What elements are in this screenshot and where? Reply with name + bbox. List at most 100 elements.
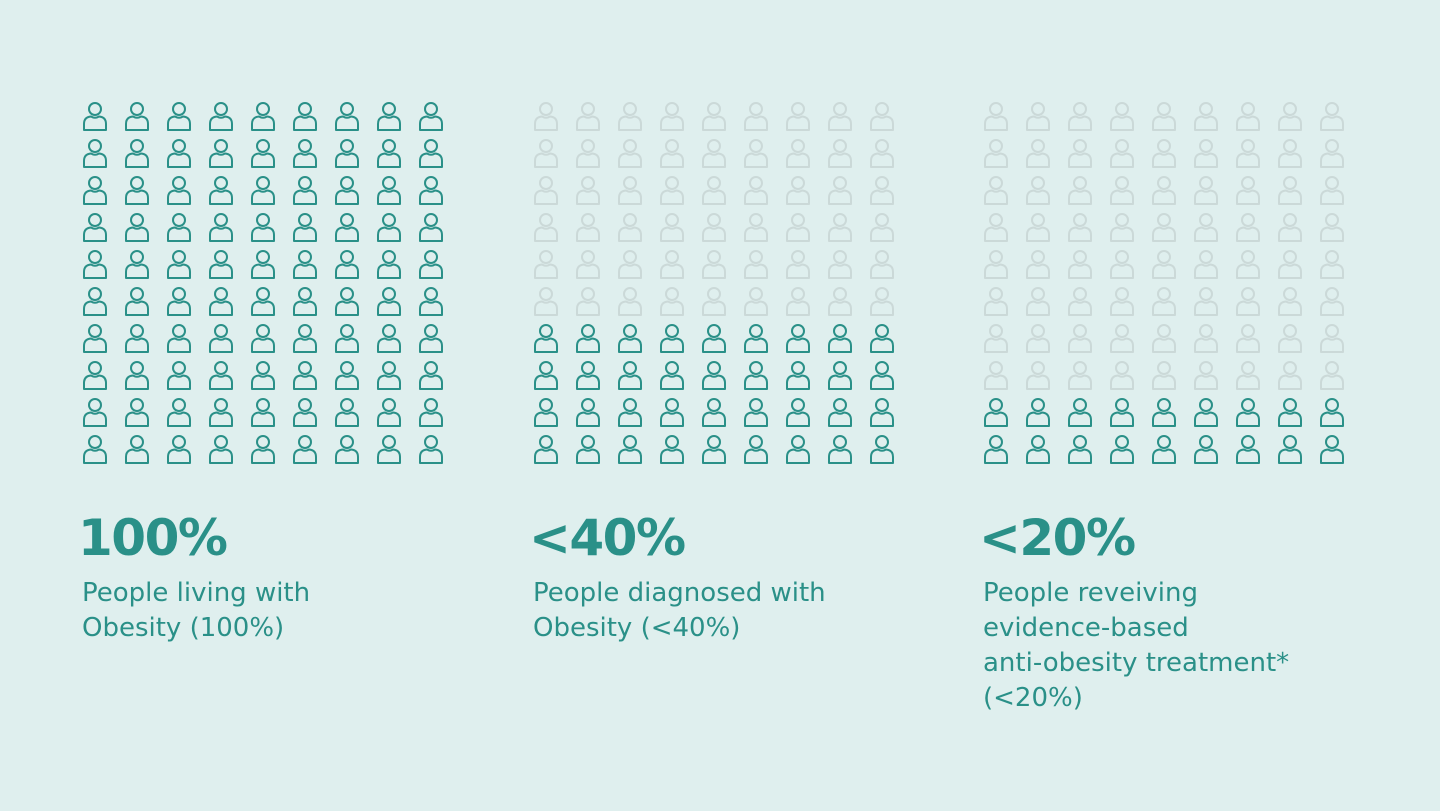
person-outline-icon [1194, 213, 1218, 242]
person-outline-icon [660, 324, 684, 353]
person-outline-icon [125, 102, 149, 131]
person-outline-icon [1026, 435, 1050, 464]
person-outline-icon [984, 250, 1008, 279]
person-outline-icon [786, 102, 810, 131]
person-outline-icon [293, 176, 317, 205]
person-outline-icon [1110, 139, 1134, 168]
person-outline-icon [828, 287, 852, 316]
person-outline-icon [1194, 324, 1218, 353]
person-outline-icon [828, 213, 852, 242]
person-outline-icon [702, 102, 726, 131]
person-outline-icon [1152, 324, 1176, 353]
person-outline-icon [419, 213, 443, 242]
person-outline-icon [1320, 139, 1344, 168]
person-outline-icon [83, 139, 107, 168]
person-outline-icon [1194, 435, 1218, 464]
person-outline-icon [209, 250, 233, 279]
percentage-label: <20% [979, 509, 1136, 567]
person-outline-icon [1026, 139, 1050, 168]
person-outline-icon [870, 324, 894, 353]
person-outline-icon [125, 398, 149, 427]
person-outline-icon [1152, 213, 1176, 242]
person-outline-icon [1236, 176, 1260, 205]
person-outline-icon [1068, 102, 1092, 131]
person-outline-icon [660, 139, 684, 168]
person-outline-icon [251, 213, 275, 242]
person-outline-icon [377, 435, 401, 464]
person-outline-icon [293, 139, 317, 168]
person-outline-icon [984, 398, 1008, 427]
person-outline-icon [1068, 250, 1092, 279]
person-outline-icon [534, 176, 558, 205]
person-outline-icon [167, 139, 191, 168]
person-outline-icon [209, 213, 233, 242]
person-outline-icon [125, 250, 149, 279]
person-outline-icon [293, 324, 317, 353]
person-outline-icon [83, 361, 107, 390]
person-outline-icon [1152, 102, 1176, 131]
person-outline-icon [618, 213, 642, 242]
person-outline-icon [1026, 102, 1050, 131]
person-outline-icon [786, 176, 810, 205]
person-outline-icon [1026, 250, 1050, 279]
person-outline-icon [984, 102, 1008, 131]
person-outline-icon [419, 176, 443, 205]
person-outline-icon [786, 250, 810, 279]
person-outline-icon [1236, 435, 1260, 464]
person-outline-icon [377, 361, 401, 390]
person-outline-icon [984, 435, 1008, 464]
person-outline-icon [1278, 324, 1302, 353]
person-outline-icon [702, 398, 726, 427]
person-outline-icon [419, 435, 443, 464]
person-outline-icon [377, 102, 401, 131]
person-outline-icon [870, 213, 894, 242]
person-outline-icon [1152, 435, 1176, 464]
person-outline-icon [786, 324, 810, 353]
caption-line: People reveiving [983, 578, 1198, 608]
person-outline-icon [984, 176, 1008, 205]
person-outline-icon [744, 435, 768, 464]
person-outline-icon [1236, 102, 1260, 131]
person-outline-icon [1110, 176, 1134, 205]
person-outline-icon [83, 435, 107, 464]
person-outline-icon [83, 287, 107, 316]
person-outline-icon [83, 324, 107, 353]
person-outline-icon [618, 435, 642, 464]
person-outline-icon [618, 398, 642, 427]
person-outline-icon [744, 250, 768, 279]
person-outline-icon [618, 361, 642, 390]
person-outline-icon [419, 287, 443, 316]
person-grid [532, 100, 912, 470]
person-outline-icon [870, 102, 894, 131]
person-outline-icon [660, 213, 684, 242]
person-outline-icon [335, 398, 359, 427]
person-outline-icon [828, 250, 852, 279]
person-outline-icon [744, 361, 768, 390]
person-outline-icon [576, 176, 600, 205]
person-outline-icon [293, 398, 317, 427]
caption-line: Obesity (<40%) [533, 613, 741, 643]
person-outline-icon [83, 102, 107, 131]
person-outline-icon [660, 361, 684, 390]
person-outline-icon [1278, 361, 1302, 390]
person-outline-icon [534, 213, 558, 242]
person-outline-icon [1320, 176, 1344, 205]
person-outline-icon [377, 398, 401, 427]
person-outline-icon [1320, 287, 1344, 316]
person-outline-icon [1110, 435, 1134, 464]
person-outline-icon [1278, 435, 1302, 464]
person-outline-icon [335, 361, 359, 390]
person-outline-icon [251, 176, 275, 205]
person-outline-icon [534, 435, 558, 464]
person-outline-icon [534, 398, 558, 427]
person-outline-icon [419, 139, 443, 168]
person-outline-icon [125, 176, 149, 205]
person-outline-icon [251, 361, 275, 390]
person-outline-icon [1194, 287, 1218, 316]
person-outline-icon [1068, 213, 1092, 242]
person-outline-icon [660, 287, 684, 316]
person-outline-icon [377, 250, 401, 279]
person-outline-icon [209, 361, 233, 390]
person-outline-icon [1236, 398, 1260, 427]
person-outline-icon [702, 139, 726, 168]
